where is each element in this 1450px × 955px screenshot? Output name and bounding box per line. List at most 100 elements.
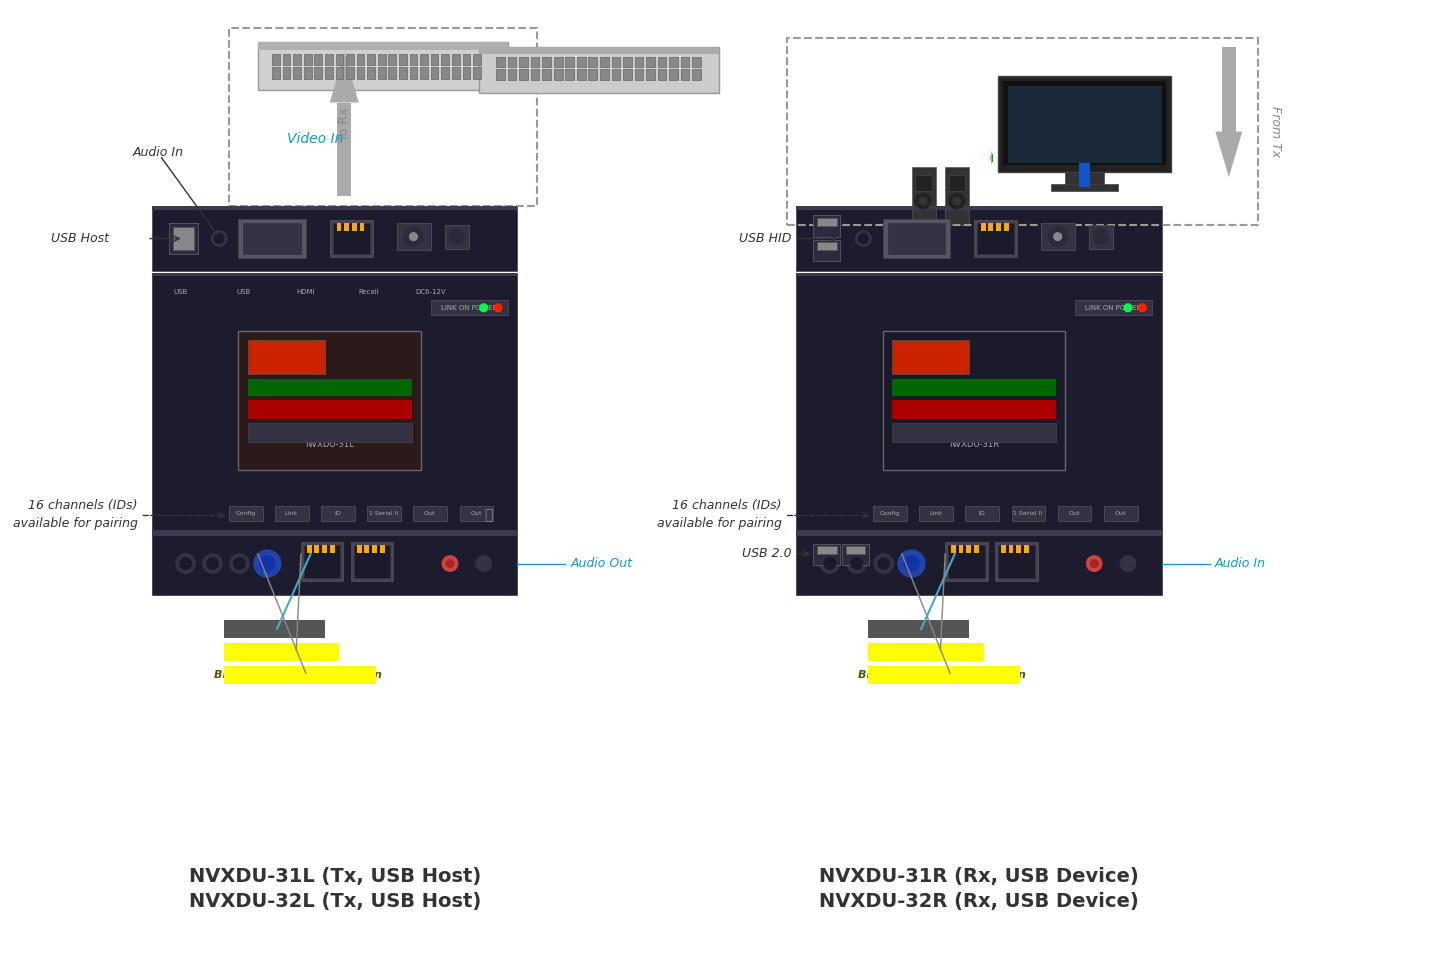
Bar: [507, 70, 516, 80]
Bar: [507, 57, 516, 68]
Circle shape: [480, 304, 487, 311]
Bar: [1003, 81, 1166, 165]
Bar: [554, 70, 563, 80]
Bar: [869, 667, 1021, 684]
Bar: [496, 70, 505, 80]
Bar: [273, 53, 280, 66]
Circle shape: [898, 550, 925, 577]
Circle shape: [1086, 556, 1102, 571]
Text: Audio In: Audio In: [133, 146, 184, 159]
Circle shape: [207, 558, 219, 569]
Bar: [887, 223, 945, 254]
Bar: [892, 400, 1056, 419]
Bar: [1000, 545, 1006, 553]
Bar: [786, 37, 1257, 225]
Bar: [329, 545, 335, 553]
Text: Digital/Analog: Digital/Analog: [300, 405, 360, 414]
Circle shape: [260, 556, 276, 571]
Bar: [966, 545, 972, 553]
Bar: [431, 68, 438, 79]
Bar: [658, 57, 667, 68]
Text: NVXDU-31R (Rx, USB Device): NVXDU-31R (Rx, USB Device): [819, 866, 1138, 885]
Bar: [248, 379, 412, 396]
Circle shape: [851, 558, 863, 569]
Bar: [238, 330, 420, 470]
Bar: [813, 240, 841, 261]
Circle shape: [233, 558, 245, 569]
Bar: [950, 175, 966, 191]
Bar: [173, 227, 194, 250]
Bar: [692, 57, 700, 68]
Bar: [883, 330, 1066, 470]
Bar: [378, 53, 386, 66]
Bar: [380, 545, 384, 553]
Bar: [670, 70, 679, 80]
Bar: [624, 70, 632, 80]
Bar: [420, 53, 428, 66]
Circle shape: [1093, 229, 1109, 244]
Text: Serial control: Serial control: [882, 624, 956, 634]
Bar: [364, 545, 370, 553]
Bar: [647, 57, 655, 68]
Bar: [152, 533, 518, 595]
Circle shape: [476, 556, 492, 571]
Text: Audio Out: Audio Out: [570, 557, 632, 570]
Circle shape: [824, 558, 835, 569]
Bar: [1003, 223, 1009, 231]
Bar: [336, 223, 341, 231]
Bar: [1024, 545, 1030, 553]
Bar: [624, 57, 632, 68]
Text: EDID SmartLQ: EDID SmartLQ: [944, 383, 1003, 393]
Bar: [948, 545, 985, 578]
Bar: [336, 102, 351, 197]
Circle shape: [858, 234, 869, 244]
Bar: [589, 57, 597, 68]
Text: From Tx: From Tx: [1269, 106, 1282, 157]
Bar: [335, 53, 344, 66]
Circle shape: [1090, 560, 1098, 567]
Bar: [332, 223, 370, 254]
Bar: [152, 206, 518, 271]
Circle shape: [212, 231, 228, 246]
Text: Link: Link: [284, 511, 297, 516]
Text: USB HID: USB HID: [740, 232, 792, 245]
Bar: [431, 53, 438, 66]
Bar: [892, 423, 1056, 442]
Bar: [682, 70, 689, 80]
Bar: [577, 57, 586, 68]
Bar: [818, 243, 837, 250]
Bar: [892, 341, 969, 374]
Bar: [399, 53, 407, 66]
Bar: [357, 53, 364, 66]
Bar: [304, 68, 312, 79]
Text: 1 Serial II: 1 Serial II: [368, 511, 399, 516]
Circle shape: [203, 554, 222, 573]
Circle shape: [1048, 227, 1067, 246]
Circle shape: [410, 233, 418, 241]
Bar: [995, 542, 1038, 581]
Bar: [519, 70, 528, 80]
Text: Out: Out: [423, 511, 435, 516]
Circle shape: [215, 234, 225, 244]
Bar: [152, 530, 518, 533]
Bar: [818, 219, 837, 226]
Text: Video In: Video In: [287, 132, 344, 145]
Bar: [152, 273, 518, 276]
Bar: [542, 70, 551, 80]
Bar: [329, 221, 373, 257]
Text: 16 channels (IDs): 16 channels (IDs): [28, 499, 138, 513]
Text: RT: RT: [276, 348, 299, 366]
Bar: [152, 533, 518, 536]
Bar: [1041, 223, 1074, 250]
Bar: [612, 57, 621, 68]
Polygon shape: [329, 52, 358, 102]
Bar: [373, 545, 377, 553]
Bar: [554, 57, 563, 68]
Bar: [273, 68, 280, 79]
Bar: [1009, 545, 1014, 553]
Bar: [347, 68, 354, 79]
Bar: [589, 70, 597, 80]
Bar: [992, 154, 993, 161]
Bar: [325, 53, 332, 66]
Bar: [1066, 172, 1103, 186]
